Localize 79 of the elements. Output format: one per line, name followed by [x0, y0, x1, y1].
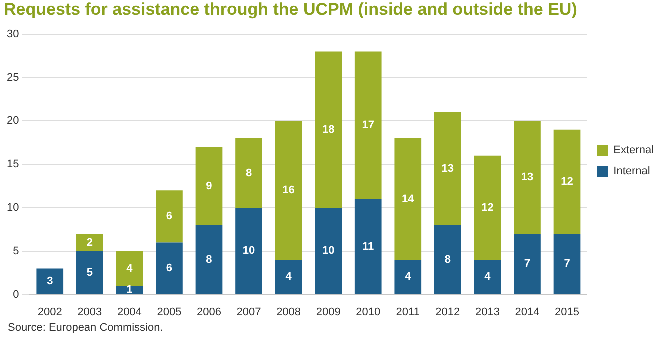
- data-label: 9: [206, 180, 212, 192]
- data-label: 4: [484, 271, 492, 284]
- legend-label: Internal: [614, 166, 650, 178]
- bar: [156, 190, 183, 243]
- bar: [474, 260, 502, 294]
- bar: [434, 112, 462, 226]
- x-tick-label: 2010: [356, 306, 381, 318]
- bar: [474, 156, 502, 260]
- bar: [394, 138, 422, 260]
- data-label: 5: [86, 266, 93, 279]
- bar: [196, 147, 223, 226]
- data-label: 12: [561, 176, 574, 188]
- bar: [554, 234, 581, 294]
- y-tick-label: 25: [6, 72, 20, 84]
- x-tick-label: 2004: [117, 306, 142, 318]
- x-tick-label: 2006: [197, 306, 222, 318]
- data-label: 8: [246, 167, 252, 180]
- x-tick-label: 2005: [157, 306, 182, 318]
- bar: [315, 52, 342, 208]
- data-label: 4: [405, 271, 412, 284]
- data-label: 13: [521, 172, 534, 184]
- legend-label: External: [614, 144, 654, 157]
- bar: [315, 208, 342, 294]
- bar: [554, 130, 581, 234]
- bar: [514, 234, 541, 294]
- data-label: 6: [166, 210, 173, 223]
- bar: [116, 251, 144, 286]
- x-tick-label: 2011: [396, 306, 420, 318]
- bar: [76, 234, 104, 252]
- y-tick-label: 20: [6, 115, 20, 128]
- bar: [116, 286, 144, 294]
- data-label: 7: [524, 258, 531, 270]
- data-label: 4: [286, 271, 293, 284]
- data-label: 6: [166, 262, 173, 275]
- x-tick-label: 2007: [236, 306, 262, 318]
- data-label: 10: [322, 245, 335, 258]
- bar: [156, 242, 183, 294]
- bar: [236, 208, 262, 294]
- data-label: 11: [362, 240, 374, 253]
- x-tick-label: 2002: [38, 306, 62, 318]
- data-label: 4: [126, 262, 134, 275]
- bar: [36, 268, 64, 294]
- x-tick-label: 2003: [78, 306, 102, 318]
- bar: [275, 121, 302, 260]
- bar: [354, 199, 382, 294]
- x-tick-label: 2014: [515, 306, 540, 318]
- chart-title: Requests for assistance through the UCPM (inside and outside the EU): [4, 0, 578, 19]
- y-tick-label: 0: [13, 288, 20, 301]
- data-label: 14: [402, 193, 416, 206]
- x-tick-label: 2013: [475, 306, 500, 318]
- data-label: 3: [47, 276, 54, 288]
- data-label: 7: [564, 258, 570, 270]
- x-tick-label: 2009: [316, 306, 341, 318]
- data-label: 2: [86, 236, 93, 249]
- bar: [394, 260, 422, 294]
- data-label: 1: [126, 284, 133, 296]
- y-tick-label: 15: [6, 158, 20, 171]
- source-note: Source: European Commission.: [7, 322, 164, 334]
- bar: [196, 225, 223, 294]
- x-tick-label: 2008: [276, 306, 302, 318]
- data-label: 12: [482, 202, 494, 214]
- bar: [434, 225, 462, 294]
- data-label: 8: [444, 254, 451, 266]
- data-label: 8: [206, 254, 212, 266]
- bar: [354, 52, 382, 200]
- data-label: 13: [442, 162, 454, 175]
- data-label: 10: [242, 245, 256, 258]
- y-tick-label: 10: [6, 202, 20, 214]
- y-tick-label: 5: [13, 245, 20, 258]
- data-label: 17: [362, 120, 374, 132]
- x-tick-label: 2012: [436, 306, 460, 318]
- bar: [275, 260, 302, 294]
- data-label: 18: [322, 124, 335, 136]
- y-tick-label: 30: [6, 28, 20, 40]
- bar: [514, 121, 541, 234]
- x-tick-label: 2015: [555, 306, 580, 318]
- bar: [236, 138, 262, 208]
- data-label: 16: [282, 184, 295, 197]
- bar: [76, 251, 104, 294]
